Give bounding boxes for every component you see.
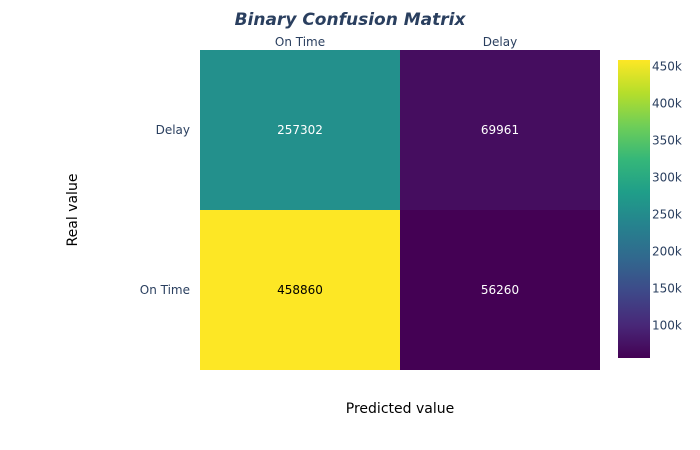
cell-delay-delay bbox=[400, 50, 600, 210]
cell-value-on-time-on-time: 458860 bbox=[277, 283, 323, 297]
x-tick-on-time: On Time bbox=[275, 35, 325, 49]
y-axis-title: Real value bbox=[65, 174, 81, 247]
colorbar-tick-300k: 300k bbox=[652, 171, 682, 185]
chart-title: Binary Confusion Matrix bbox=[235, 10, 467, 30]
colorbar-tick-100k: 100k bbox=[652, 319, 682, 333]
cell-value-delay-delay: 69961 bbox=[481, 123, 519, 137]
colorbar-tick-450k: 450k bbox=[652, 60, 682, 74]
cell-value-on-time-delay: 56260 bbox=[481, 283, 519, 297]
cell-on-time-delay bbox=[400, 210, 600, 370]
colorbar-tick-400k: 400k bbox=[652, 97, 682, 111]
y-tick-on-time: On Time bbox=[140, 283, 190, 297]
x-tick-delay: Delay bbox=[483, 35, 517, 49]
cell-on-time-on-time bbox=[200, 210, 400, 370]
colorbar-tick-250k: 250k bbox=[652, 208, 682, 222]
heatmap-cell-labels: 257302 69961 458860 56260 bbox=[277, 123, 519, 297]
colorbar bbox=[618, 60, 650, 358]
cell-value-delay-on-time: 257302 bbox=[277, 123, 323, 137]
colorbar-tick-350k: 350k bbox=[652, 134, 682, 148]
cell-delay-on-time bbox=[200, 50, 400, 210]
heatmap-cells bbox=[200, 50, 600, 370]
colorbar-tick-200k: 200k bbox=[652, 245, 682, 259]
y-tick-delay: Delay bbox=[156, 123, 190, 137]
colorbar-tick-150k: 150k bbox=[652, 282, 682, 296]
y-axis-ticks: Delay On Time bbox=[140, 123, 190, 297]
colorbar-ticks: 100k 150k 200k 250k 300k 350k 400k 450k bbox=[652, 60, 682, 333]
x-axis-title: Predicted value bbox=[346, 401, 454, 417]
x-axis-ticks: On Time Delay bbox=[275, 35, 517, 49]
